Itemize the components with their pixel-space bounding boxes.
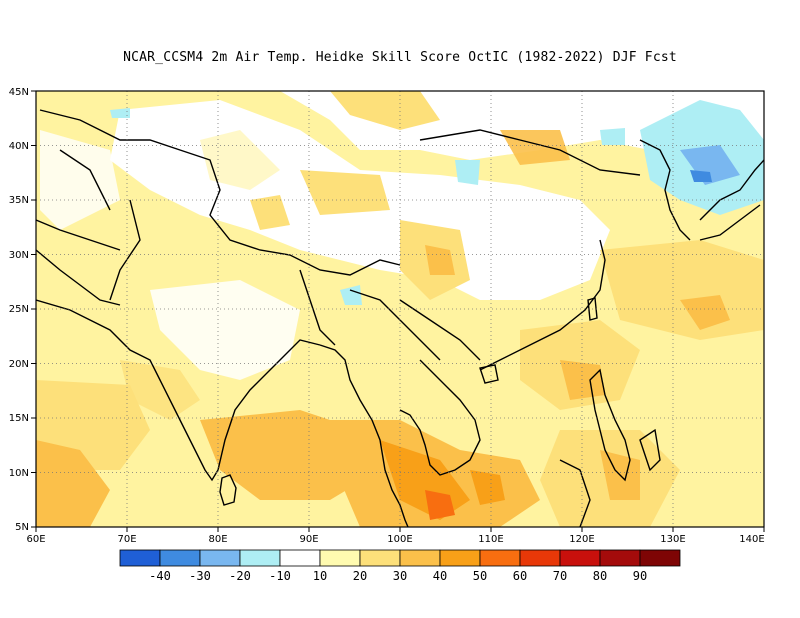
colorbar-swatch (599, 549, 641, 567)
colorbar-label: 20 (353, 569, 367, 583)
lat-label-20n: 20N (9, 359, 29, 370)
lon-label-110e: 110E (478, 534, 503, 545)
lon-label-90e: 90E (299, 534, 318, 545)
colorbar-label: 30 (393, 569, 407, 583)
lat-label-35n: 35N (9, 195, 29, 206)
colorbar-label: 50 (473, 569, 487, 583)
colorbar-label: 10 (313, 569, 327, 583)
colorbar-swatch (279, 549, 321, 567)
lon-label-140e: 140E (739, 534, 764, 545)
lat-lon-grid (36, 91, 764, 527)
lon-labels: 60E 70E 80E 90E 100E 110E 120E 130E 140E (26, 534, 764, 545)
lat-label-30n: 30N (9, 250, 29, 261)
colorbar-label: 80 (593, 569, 607, 583)
axis-ticks (31, 90, 765, 532)
colorbar-swatch (639, 549, 681, 567)
lat-labels: 5N 10N 15N 20N 25N 30N 35N 40N 45N (9, 87, 29, 533)
colorbar-label: 60 (513, 569, 527, 583)
map-title: NCAR_CCSM4 2m Air Temp. Heidke Skill Sco… (123, 50, 677, 65)
lon-label-130e: 130E (660, 534, 685, 545)
lon-label-120e: 120E (569, 534, 594, 545)
colorbar-swatch (199, 549, 241, 567)
colorbar-swatch (519, 549, 561, 567)
colorbar-swatch (359, 549, 401, 567)
colorbar-swatch (559, 549, 601, 567)
colorbar-swatch (439, 549, 481, 567)
colorbar-label: 40 (433, 569, 447, 583)
colorbar-swatch (479, 549, 521, 567)
lat-label-5n: 5N (15, 522, 29, 533)
colorbar-swatch (399, 549, 441, 567)
lon-label-60e: 60E (26, 534, 45, 545)
colorbar-swatch (319, 549, 361, 567)
lat-label-10n: 10N (9, 468, 29, 479)
coastlines (36, 109, 764, 527)
colorbar-swatch (119, 549, 161, 567)
lon-label-70e: 70E (117, 534, 136, 545)
colorbar-label: 90 (633, 569, 647, 583)
colorbar-label: -30 (189, 569, 211, 583)
lon-label-100e: 100E (387, 534, 412, 545)
colorbar-swatch (239, 549, 281, 567)
colorbar-label: -40 (149, 569, 171, 583)
colorbar-swatch (159, 549, 201, 567)
lat-label-15n: 15N (9, 413, 29, 424)
colorbar: -40 -30 -20 -10 10 20 30 40 50 60 70 80 90 (119, 549, 681, 583)
lon-label-80e: 80E (208, 534, 227, 545)
colorbar-label: -10 (269, 569, 291, 583)
lat-label-45n: 45N (9, 87, 29, 98)
lat-label-25n: 25N (9, 304, 29, 315)
colorbar-label: 70 (553, 569, 567, 583)
lat-label-40n: 40N (9, 141, 29, 152)
colorbar-label: -20 (229, 569, 251, 583)
